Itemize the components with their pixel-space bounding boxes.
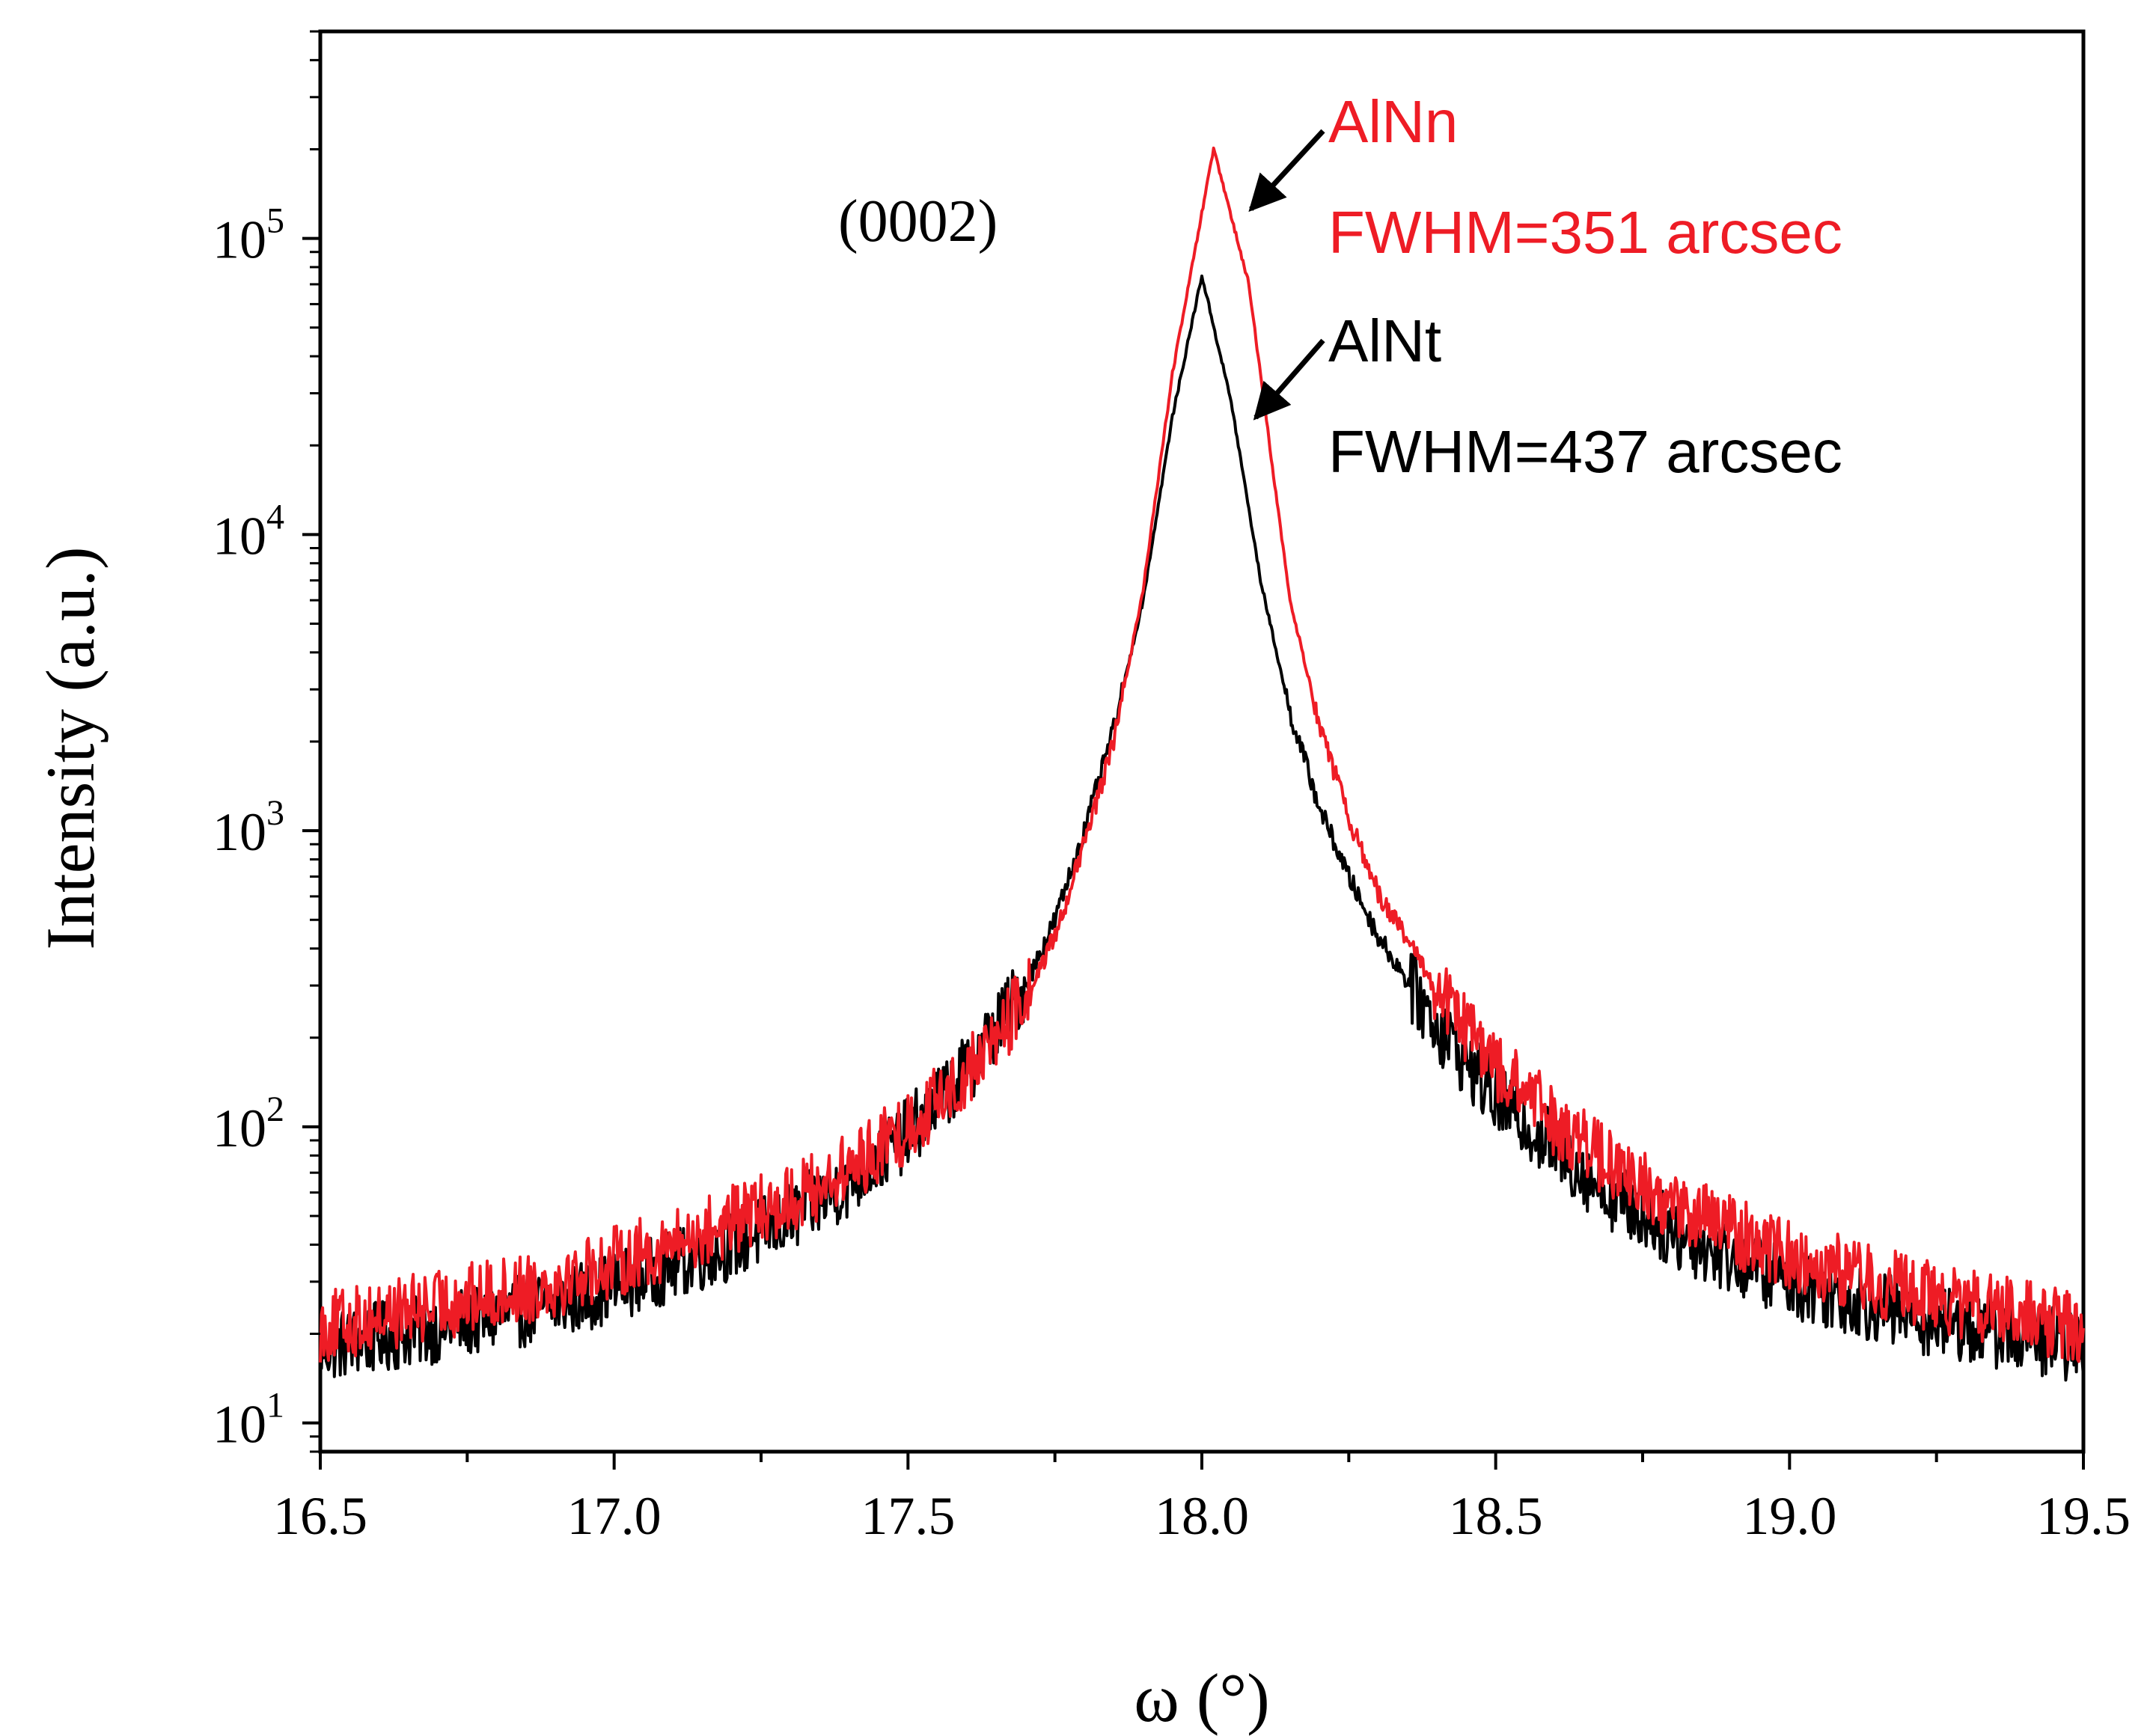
x-axis-ticks: 16.5 17.0 17.5 18.0 18.5 19.0 19.5 [273, 1452, 2131, 1546]
x-axis-title: ω (°) [1134, 1660, 1270, 1736]
y-tick-label: 105 [213, 201, 284, 270]
y-axis-ticks: 101 102 103 104 105 [213, 30, 320, 1455]
annotation-text: AlNt [1328, 308, 1441, 374]
annotation-text: FWHM=437 arcsec [1328, 418, 1842, 485]
x-tick-label: 19.5 [2036, 1486, 2131, 1546]
x-tick-label: 18.5 [1449, 1486, 1543, 1546]
annotation-arrow [1248, 129, 1325, 213]
y-tick-label: 103 [213, 793, 284, 862]
y-tick-label: 101 [213, 1386, 284, 1455]
annotations-layer: AlNn FWHM=351 arcsec AlNt FWHM=437 arcsec [1248, 88, 1842, 485]
annotation-text: FWHM=351 arcsec [1328, 199, 1842, 266]
y-axis-title: Intensity (a.u.) [32, 546, 109, 950]
x-tick-label: 16.5 [273, 1486, 367, 1546]
series-line-alnn [319, 146, 2085, 1363]
y-tick-label: 102 [213, 1089, 284, 1158]
x-tick-label: 17.0 [567, 1486, 662, 1546]
x-tick-label: 17.5 [861, 1486, 955, 1546]
annotation-text: AlNn [1328, 88, 1458, 155]
x-tick-label: 18.0 [1155, 1486, 1249, 1546]
x-tick-label: 19.0 [1742, 1486, 1836, 1546]
annotation-arrow [1253, 338, 1325, 421]
y-tick-label: 104 [213, 497, 284, 566]
peak-label: (0002) [838, 189, 998, 254]
series-layer [319, 146, 2085, 1382]
